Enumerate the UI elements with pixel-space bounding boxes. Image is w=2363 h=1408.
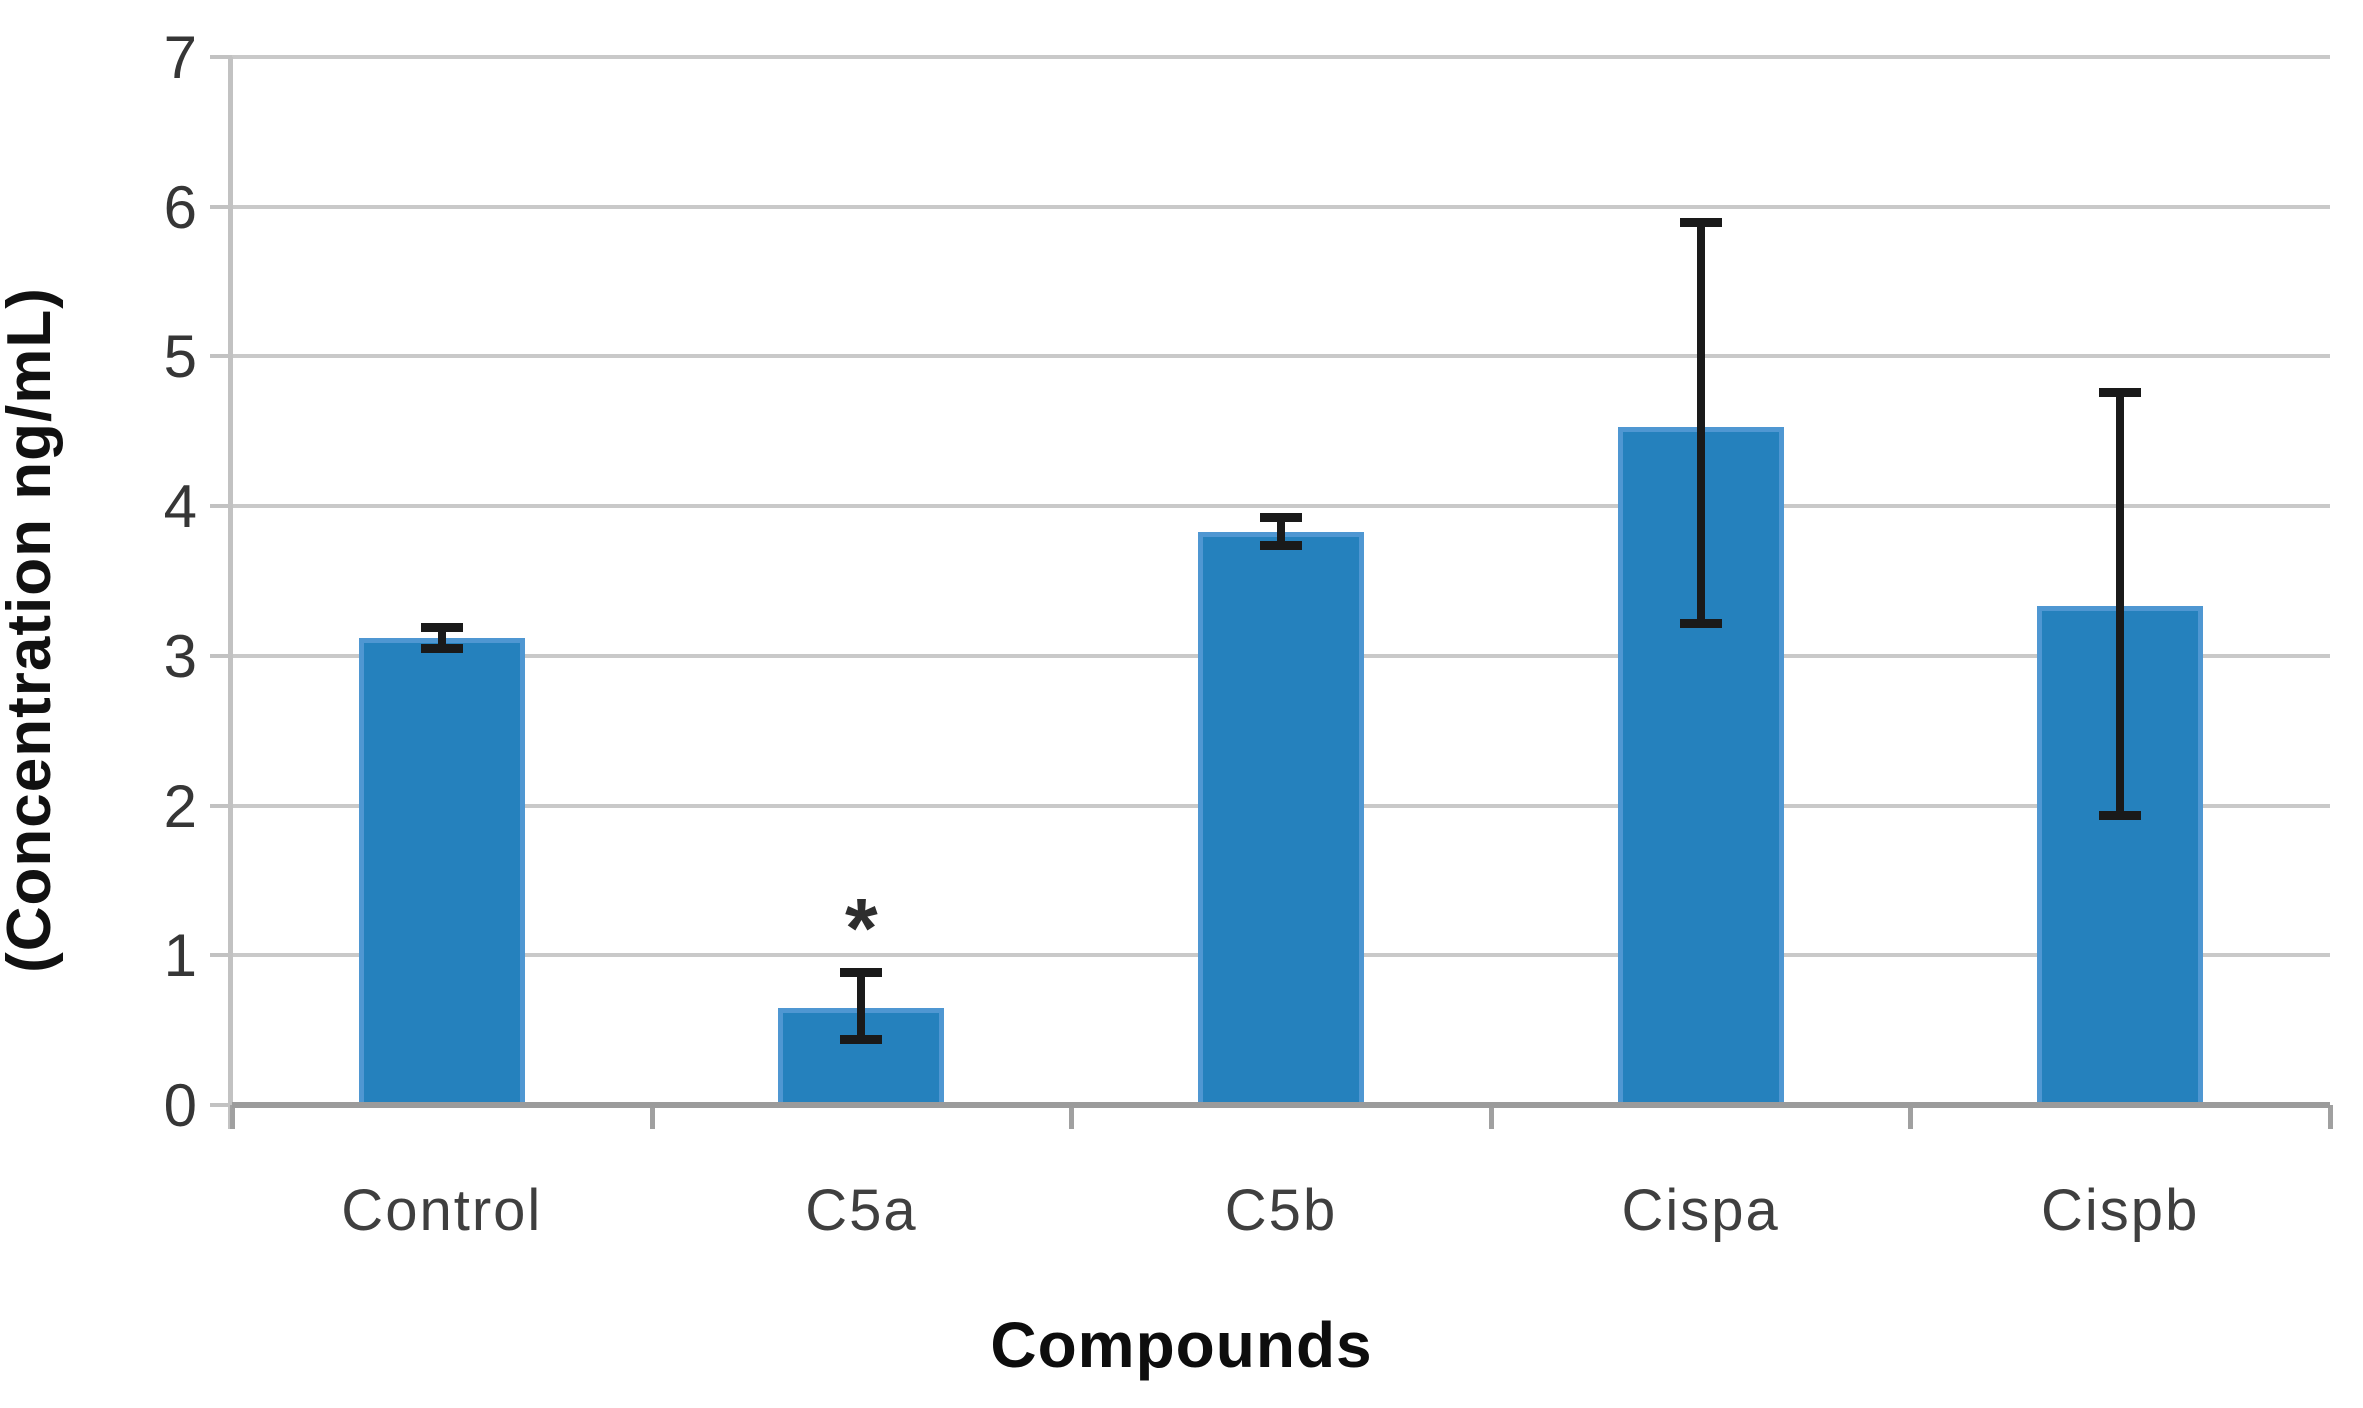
- y-tick-7: [210, 55, 232, 59]
- error-cap-bottom-c5b: [1260, 541, 1302, 551]
- x-axis-title: Compounds: [990, 1309, 1373, 1381]
- y-tick-0: [210, 1103, 232, 1107]
- x-tick-1: [649, 1105, 655, 1129]
- error-cap-bottom-c5a: [840, 1035, 883, 1045]
- category-label-cispa: Cispa: [1621, 1178, 1780, 1243]
- gridline-4: [232, 504, 2330, 509]
- category-label-control: Control: [341, 1178, 543, 1243]
- gridline-6: [232, 204, 2330, 209]
- error-cap-top-cispb: [2099, 388, 2142, 398]
- x-axis-baseline: [232, 1102, 2330, 1108]
- gridline-7: [232, 55, 2330, 59]
- x-tick-0: [230, 1105, 235, 1129]
- error-cap-top-control: [420, 623, 463, 633]
- plot-area: *: [232, 55, 2330, 1108]
- error-cap-top-c5a: [840, 967, 883, 977]
- y-tick-6: [210, 204, 232, 209]
- y-tick-2: [210, 803, 232, 808]
- error-cap-bottom-cispa: [1679, 618, 1722, 628]
- y-tick-1: [210, 953, 232, 958]
- category-label-c5b: C5b: [1224, 1178, 1338, 1243]
- error-bar-control: [437, 627, 446, 649]
- error-cap-bottom-control: [420, 644, 463, 654]
- significance-asterisk: *: [845, 880, 878, 975]
- error-bar-c5b: [1277, 516, 1285, 546]
- error-cap-top-cispa: [1679, 217, 1722, 227]
- y-tick-4: [210, 504, 232, 509]
- category-label-c5a: C5a: [805, 1178, 918, 1243]
- y-axis-title: (Concentration ng/mL): [0, 287, 64, 973]
- x-tick-3: [1488, 1105, 1494, 1129]
- x-tick-5: [2328, 1105, 2333, 1129]
- gridline-5: [232, 354, 2330, 359]
- bar-c5b: [1198, 531, 1364, 1105]
- error-cap-bottom-cispb: [2099, 810, 2142, 820]
- error-bar-cispb: [2116, 392, 2125, 815]
- y-tick-5: [210, 354, 232, 359]
- y-tick-3: [210, 653, 232, 658]
- category-label-cispb: Cispb: [2041, 1178, 2200, 1243]
- error-bar-cispa: [1696, 221, 1705, 623]
- bar-control: [358, 637, 525, 1105]
- error-bar-c5a: [857, 971, 866, 1040]
- error-cap-top-c5b: [1260, 512, 1302, 522]
- x-tick-4: [1908, 1105, 1914, 1129]
- x-tick-2: [1069, 1105, 1075, 1129]
